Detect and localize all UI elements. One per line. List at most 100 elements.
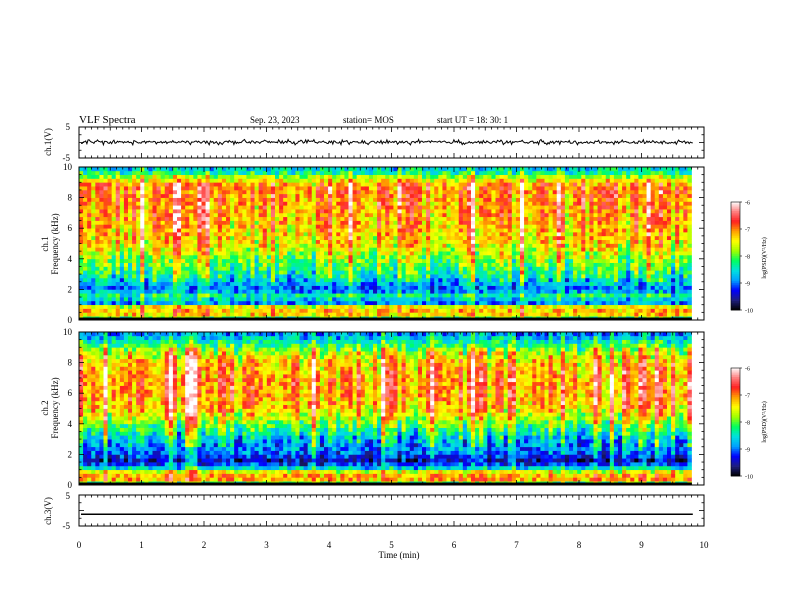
spectrogram-cell <box>230 281 235 286</box>
spectrogram-cell <box>95 262 100 267</box>
spectrogram-cell <box>168 254 174 260</box>
spectrogram-cell <box>373 228 378 233</box>
spectrogram-cell <box>115 228 121 233</box>
spectrogram-cell <box>360 258 366 263</box>
spectrogram-cell <box>246 243 251 248</box>
spectrogram-cell <box>299 251 304 256</box>
spectrogram-cell <box>279 197 284 202</box>
spectrogram-cell <box>99 251 104 256</box>
spectrogram-cell <box>495 239 500 244</box>
spectrogram-cell <box>266 220 272 225</box>
spectrogram-cell <box>454 228 460 233</box>
spectrogram-cell <box>311 277 317 283</box>
spectrogram-cell <box>368 178 374 183</box>
spectrogram-cell <box>454 167 460 172</box>
spectrogram-cell <box>177 232 182 237</box>
spectrogram-cell <box>544 239 549 244</box>
spectrogram-cell <box>340 277 345 283</box>
spectrogram-cell <box>266 216 272 221</box>
spectrogram-cell <box>507 220 513 225</box>
spectrogram-cell <box>344 266 349 271</box>
spectrogram-cell <box>426 205 431 210</box>
spectrogram-cell <box>466 201 472 206</box>
spectrogram-cell <box>128 228 133 233</box>
spectrogram-cell <box>483 254 488 260</box>
spectrogram-cell <box>221 285 227 290</box>
spectrogram-cell <box>528 178 533 183</box>
spectrogram-cell <box>564 266 570 271</box>
spectrogram-cell <box>79 197 84 202</box>
spectrogram-cell <box>352 197 358 202</box>
spectrogram-cell <box>556 201 562 206</box>
spectrogram-cell <box>532 239 537 244</box>
spectrogram-cell <box>409 209 415 214</box>
spectrogram-cell <box>79 304 84 309</box>
spectrogram-cell <box>160 274 166 279</box>
spectrogram-cell <box>364 293 370 298</box>
spectrogram-cell <box>254 193 260 198</box>
spectrogram-cell <box>226 174 231 179</box>
spectrogram-cell <box>507 174 513 179</box>
spectrogram-cell <box>389 293 394 298</box>
spectrogram-cell <box>536 239 541 244</box>
spectrogram-cell <box>291 186 296 191</box>
spectrogram-cell <box>511 277 517 283</box>
spectrogram-cell <box>413 312 419 317</box>
spectrogram-cell <box>332 193 337 198</box>
spectrogram-cell <box>136 235 141 241</box>
spectrogram-cell <box>152 270 157 275</box>
spectrogram-cell <box>123 174 129 179</box>
spectrogram-cell <box>262 189 268 195</box>
spectrogram-cell <box>123 300 129 306</box>
spectrogram-cell <box>270 197 276 202</box>
spectrogram-cell <box>299 289 304 294</box>
spectrogram-cell <box>319 174 325 179</box>
spectrogram-cell <box>123 308 129 313</box>
spectrogram-cell <box>283 277 288 283</box>
spectrogram-cell <box>552 285 558 290</box>
spectrogram-cell <box>303 170 309 175</box>
spectrogram-cell <box>79 281 84 286</box>
spectrogram-cell <box>319 232 325 237</box>
spectrogram-cell <box>115 247 121 252</box>
spectrogram-cell <box>168 266 174 271</box>
spectrogram-cell <box>266 224 272 229</box>
spectrogram-cell <box>511 254 517 260</box>
spectrogram-cell <box>185 235 190 241</box>
spectrogram-cell <box>201 274 206 279</box>
spectrogram-cell <box>238 274 243 279</box>
spectrogram-cell <box>246 304 251 309</box>
spectrogram-cell <box>213 182 219 187</box>
spectrogram-cell <box>197 170 202 175</box>
spectrogram-cell <box>462 178 468 183</box>
spectrogram-cell <box>181 297 186 302</box>
spectrogram-cell <box>201 277 206 283</box>
spectrogram-cell <box>560 277 566 283</box>
spectrogram-cell <box>254 182 260 187</box>
spectrogram-cell <box>160 182 166 187</box>
spectrogram-cell <box>217 251 223 256</box>
spectrogram-cell <box>540 174 545 179</box>
spectrogram-cell <box>503 239 509 244</box>
spectrogram-cell <box>360 205 366 210</box>
spectrogram-cell <box>413 170 419 175</box>
spectrogram-cell <box>152 174 157 179</box>
spectrogram-cell <box>262 216 268 221</box>
spectrogram-cell <box>168 277 174 283</box>
spectrogram-cell <box>168 297 174 302</box>
spectrogram-cell <box>144 209 149 214</box>
spectrogram-cell <box>503 258 509 263</box>
spectrogram-cell <box>532 300 537 306</box>
spectrogram-cell <box>487 277 492 283</box>
spectrogram-cell <box>528 189 533 195</box>
spectrogram-cell <box>246 174 251 179</box>
spectrogram-cell <box>377 193 382 198</box>
spectrogram-cell <box>311 174 317 179</box>
spectrogram-cell <box>524 209 529 214</box>
spectrogram-cell <box>221 205 227 210</box>
spectrogram-cell <box>401 277 407 283</box>
spectrogram-cell <box>91 297 96 302</box>
spectrogram-cell <box>168 235 174 241</box>
spectrogram-cell <box>381 277 386 283</box>
spectrogram-cell <box>136 239 141 244</box>
